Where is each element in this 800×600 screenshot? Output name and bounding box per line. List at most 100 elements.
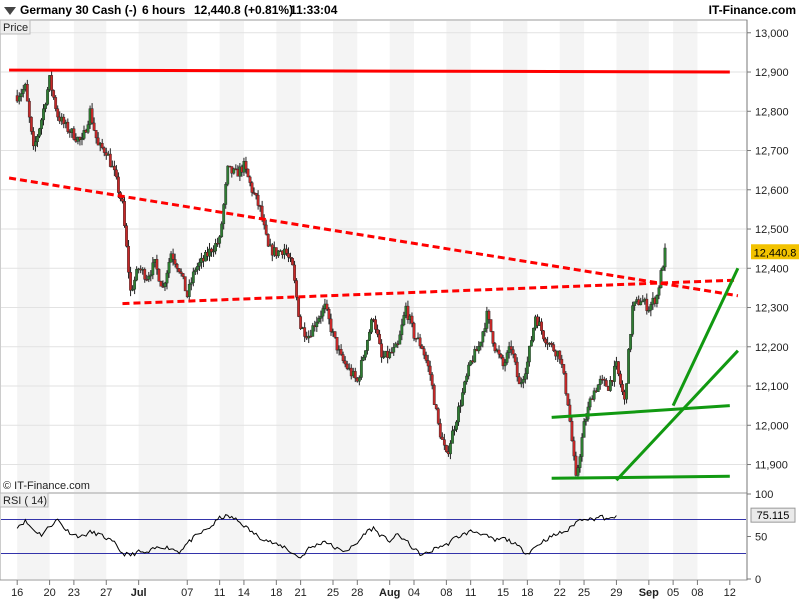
date-tick-label: 21: [294, 587, 306, 599]
date-tick-label: 08: [440, 587, 452, 599]
resistance-horizontal-line[interactable]: [9, 68, 730, 74]
candle: [94, 130, 98, 144]
candle: [181, 273, 185, 280]
date-tick-label: 23: [68, 587, 80, 599]
candle: [513, 353, 517, 366]
candle: [410, 312, 414, 328]
copyright-label: © IT-Finance.com: [3, 480, 90, 492]
date-tick-label: 16: [11, 587, 23, 599]
candle: [572, 436, 576, 461]
candle: [246, 168, 250, 178]
candle: [102, 146, 106, 157]
interval: 6 hours: [142, 3, 186, 17]
candle: [72, 126, 76, 141]
week-band: [138, 21, 188, 492]
candle: [66, 118, 70, 134]
candle: [422, 346, 426, 360]
candle: [46, 86, 49, 106]
candle: [183, 276, 187, 292]
candle: [293, 260, 296, 284]
week-band: [333, 21, 358, 492]
candle: [586, 401, 590, 422]
candle: [54, 95, 58, 112]
week-band: [219, 21, 244, 492]
candle: [390, 347, 394, 354]
candle: [123, 196, 126, 228]
candle: [497, 345, 501, 359]
candle: [378, 329, 381, 345]
candle: [177, 268, 181, 274]
candle: [31, 127, 35, 150]
candle: [299, 314, 303, 331]
support-flat-upper-line[interactable]: [551, 404, 730, 419]
week-band: [17, 21, 50, 492]
candle: [505, 350, 509, 365]
candle: [453, 425, 456, 436]
uptrend-mid-line[interactable]: [615, 349, 739, 482]
candle: [131, 285, 134, 292]
week-band: [73, 494, 107, 579]
price-tick-label: 12,300: [755, 303, 789, 315]
candle: [21, 84, 25, 98]
candle: [639, 297, 643, 306]
support-rising-dashed-line[interactable]: [122, 278, 738, 306]
candle: [34, 136, 37, 152]
candle: [254, 192, 258, 200]
candle: [598, 375, 602, 390]
candle: [442, 433, 446, 451]
candle: [345, 360, 349, 371]
candle: [222, 203, 226, 230]
date-tick-label: 25: [578, 587, 590, 599]
week-band: [17, 494, 50, 579]
candle: [189, 277, 193, 291]
candle: [157, 268, 161, 282]
candle: [380, 339, 383, 363]
support-flat-lower-line[interactable]: [551, 474, 730, 480]
candle: [86, 120, 90, 134]
candle: [613, 360, 616, 387]
candle: [220, 221, 224, 238]
candle: [604, 378, 608, 387]
candle: [335, 337, 339, 354]
candle: [364, 350, 367, 361]
date-tick-label: Aug: [379, 587, 400, 599]
candle: [473, 345, 477, 363]
candle: [568, 398, 572, 423]
chevron-down-icon[interactable]: [4, 5, 16, 19]
date-tick-label: 12: [724, 587, 736, 599]
candle: [159, 280, 163, 287]
candle: [580, 433, 584, 462]
resistance-falling-line[interactable]: [8, 176, 739, 298]
candle: [459, 399, 462, 413]
candle: [214, 238, 217, 255]
rsi-panel-label: RSI ( 14): [3, 495, 47, 507]
week-band: [333, 494, 358, 579]
uptrend-steep-line[interactable]: [671, 267, 740, 407]
candle: [297, 296, 300, 318]
candle: [588, 396, 592, 411]
price-tick-label: 12,100: [755, 381, 789, 393]
week-band: [616, 494, 649, 579]
candle: [27, 98, 31, 123]
candle: [663, 243, 667, 272]
candle: [374, 315, 377, 334]
candle: [114, 165, 118, 180]
candle: [621, 380, 624, 396]
current-price-badge: 12,440.8: [751, 244, 799, 260]
candle: [558, 350, 562, 364]
candle: [499, 353, 503, 360]
candle: [511, 346, 515, 359]
rsi-tick-label: 100: [755, 489, 773, 501]
date-tick-label: 14: [238, 587, 250, 599]
candle: [361, 354, 365, 362]
price-label-box: [0, 19, 31, 35]
week-band: [389, 21, 414, 492]
candle: [368, 329, 371, 341]
candle: [100, 138, 104, 150]
candle: [376, 324, 379, 338]
candle: [42, 104, 45, 126]
candle: [436, 407, 440, 426]
candle: [394, 341, 398, 348]
candle: [212, 245, 215, 257]
